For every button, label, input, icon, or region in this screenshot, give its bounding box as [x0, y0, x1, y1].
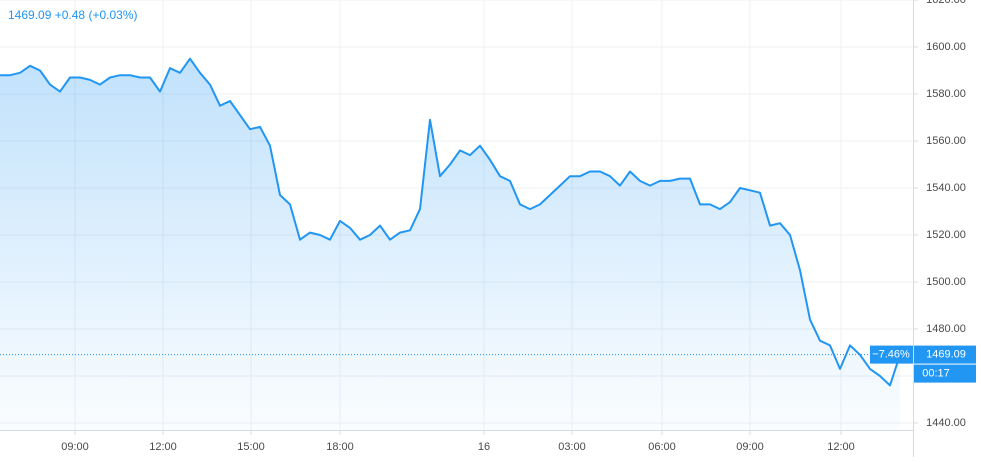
y-tick-label: 1560.00	[926, 135, 966, 147]
countdown-label: 00:17	[922, 368, 950, 380]
change-pct-label: −7.46%	[872, 349, 910, 361]
area	[0, 58, 900, 430]
x-tick-label: 16	[478, 441, 490, 453]
line	[0, 57, 901, 387]
x-tick-label: 09:00	[736, 441, 764, 453]
x-tick-label: 03:00	[558, 441, 586, 453]
x-tick-label: 18:00	[326, 441, 354, 453]
y-tick-label: 1500.00	[926, 276, 966, 288]
x-tick-label: 15:00	[237, 441, 265, 453]
y-tick-label: 1520.00	[926, 229, 966, 241]
y-tick-label: 1600.00	[926, 41, 966, 53]
header-change-pct: (+0.03%)	[88, 8, 137, 22]
price-box	[914, 345, 976, 364]
y-tick-label: 1620.00	[926, 0, 966, 6]
y-tick-label: 1540.00	[926, 182, 966, 194]
y-tick-label: 1480.00	[926, 323, 966, 335]
x-tick-label: 06:00	[648, 441, 676, 453]
header-change: +0.48	[55, 8, 86, 22]
y-tick-label: 1580.00	[926, 88, 966, 100]
countdown-box	[914, 364, 976, 383]
change-pct-box	[870, 345, 913, 364]
header: 1469.09 +0.48 (+0.03%)	[8, 8, 137, 22]
x-tick-label: 09:00	[61, 441, 89, 453]
x-tick-label: 12:00	[827, 441, 855, 453]
header-price: 1469.09	[8, 8, 52, 22]
price-label: 1469.09	[926, 349, 966, 361]
x-tick-label: 12:00	[149, 441, 177, 453]
y-tick-label: 1440.00	[926, 417, 966, 429]
